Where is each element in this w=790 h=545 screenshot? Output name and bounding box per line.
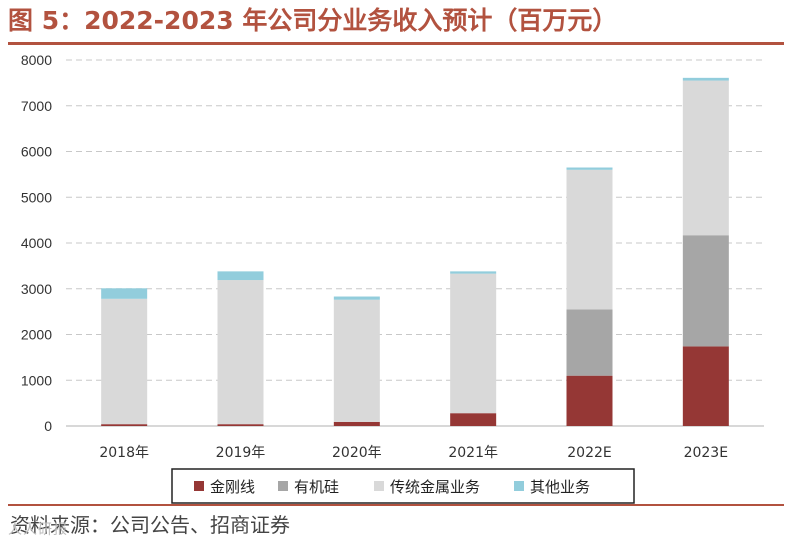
y-tick-label: 0 (44, 418, 52, 434)
bar-segment-传统金属业务-2023E (682, 80, 729, 236)
watermark: 人人​研报 (8, 521, 68, 537)
bar-segment-金刚线-2023E (682, 346, 729, 426)
legend-swatch-金刚线 (194, 481, 204, 491)
bar-segment-传统金属业务-2019年 (217, 280, 264, 425)
bar-segment-金刚线-2022E (566, 375, 613, 426)
legend-box (171, 468, 635, 504)
bar-segment-金刚线-2020年 (333, 421, 380, 426)
y-tick-label: 2000 (21, 327, 52, 343)
bar-segment-金刚线-2021年 (450, 413, 497, 426)
x-tick-label: 2018年 (99, 445, 149, 461)
bar-segment-其他业务-2022E (566, 167, 613, 170)
legend-swatch-传统金属业务 (374, 481, 384, 491)
legend-swatch-有机硅 (278, 481, 288, 491)
x-tick-label: 2019年 (216, 445, 266, 461)
bar-segment-有机硅-2022E (566, 309, 613, 376)
figure-title: 图 5：2022-2023 年公司分业务收入预计（百万元） (8, 6, 618, 35)
source-note: 资料来源：公司公告、招商证券 (10, 513, 290, 537)
bar-segment-传统金属业务-2021年 (450, 273, 497, 414)
x-tick-label: 2020年 (332, 445, 382, 461)
footer-divider (8, 504, 784, 506)
bar-segment-金刚线-2018年 (101, 424, 148, 426)
bar-segment-其他业务-2021年 (450, 271, 497, 274)
bar-segment-金刚线-2019年 (217, 424, 264, 426)
bar-segment-有机硅-2023E (682, 235, 729, 347)
y-tick-label: 6000 (21, 144, 52, 160)
bar-segment-传统金属业务-2020年 (333, 299, 380, 422)
legend-label: 其他业务 (530, 478, 590, 496)
y-tick-label: 8000 (21, 52, 52, 68)
legend-swatch-其他业务 (514, 481, 524, 491)
y-tick-label: 5000 (21, 189, 52, 205)
y-tick-label: 7000 (21, 98, 52, 114)
bar-segment-其他业务-2018年 (101, 288, 148, 299)
x-tick-label: 2021年 (448, 445, 498, 461)
legend-label: 金刚线 (210, 478, 255, 496)
legend-label: 传统金属业务 (390, 478, 480, 496)
y-tick-label: 1000 (21, 372, 52, 388)
legend-label: 有机硅 (294, 478, 339, 496)
y-tick-label: 4000 (21, 235, 52, 251)
bar-segment-传统金属业务-2022E (566, 169, 613, 310)
y-tick-label: 3000 (21, 281, 52, 297)
title-divider (8, 42, 784, 45)
bar-segment-其他业务-2023E (682, 77, 729, 81)
x-tick-label: 2023E (684, 445, 728, 461)
x-tick-label: 2022E (567, 445, 611, 461)
stacked-bar-chart: 0 1000 2000 3000 4000 5000 6000 7000 8000 2018年 20… (21, 52, 764, 504)
bar-segment-其他业务-2020年 (333, 296, 380, 300)
bar-segment-其他业务-2019年 (217, 271, 264, 281)
bar-segment-传统金属业务-2018年 (101, 298, 148, 425)
